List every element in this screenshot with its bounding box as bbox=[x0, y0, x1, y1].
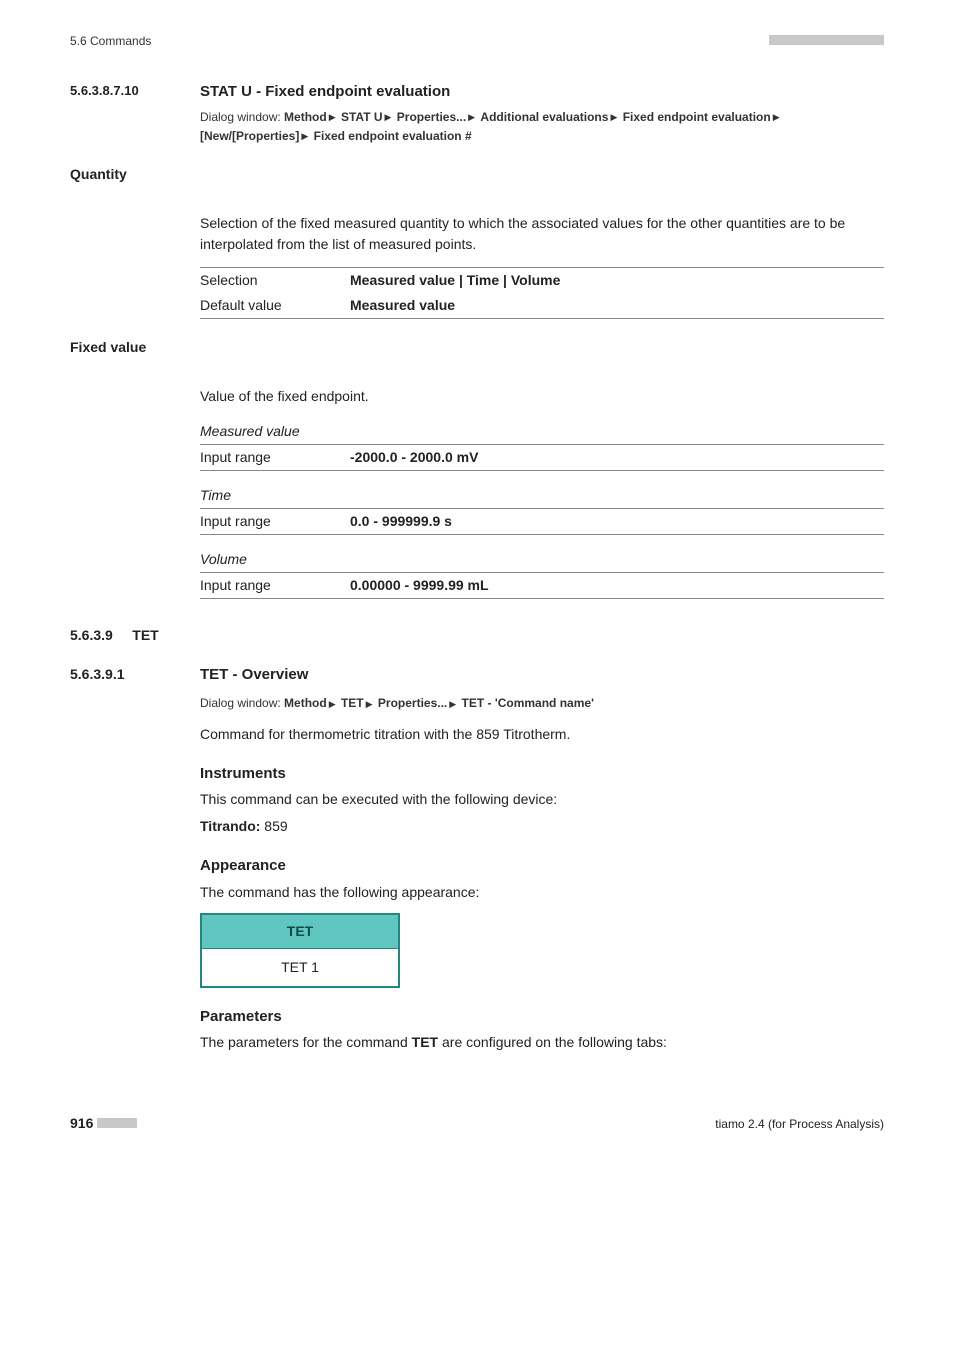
path-seg: Fixed endpoint evaluation # bbox=[314, 129, 472, 143]
range-label: Input range bbox=[200, 572, 350, 598]
triangle-icon: ▶ bbox=[329, 699, 336, 709]
group-name: Volume bbox=[200, 549, 884, 570]
tet-command-box: TET TET 1 bbox=[200, 913, 400, 988]
path-seg: TET - 'Command name' bbox=[462, 696, 594, 710]
section-title: STAT U - Fixed endpoint evaluation bbox=[200, 81, 884, 104]
footer-decor-bars bbox=[97, 1117, 137, 1131]
range-value: 0.0 - 999999.9 s bbox=[350, 513, 452, 529]
dev-val: 859 bbox=[264, 818, 287, 834]
def-label: Default value bbox=[200, 293, 350, 319]
section-number: 5.6.3.9.1 bbox=[70, 664, 200, 685]
fixed-value-block: Fixed value bbox=[70, 337, 884, 358]
sel-value: Measured value | Time | Volume bbox=[350, 272, 560, 288]
fixed-table: Input range0.00000 - 9999.99 mL bbox=[200, 572, 884, 599]
header-decor-bars bbox=[769, 30, 884, 51]
group-name: Time bbox=[200, 485, 884, 506]
params-post: are configured on the following tabs: bbox=[438, 1034, 667, 1050]
num: 5.6.3.9 bbox=[70, 627, 113, 643]
tet-box-body: TET 1 bbox=[202, 949, 398, 986]
page-number: 916 bbox=[70, 1115, 93, 1131]
section-5-6-3-9: 5.6.3.9 TET bbox=[70, 625, 884, 646]
group-name: Measured value bbox=[200, 421, 884, 442]
path-seg: Additional evaluations bbox=[480, 110, 608, 124]
def-value: Measured value bbox=[350, 297, 455, 313]
quantity-label: Quantity bbox=[70, 164, 200, 185]
section-number: 5.6.3.8.7.10 bbox=[70, 81, 200, 101]
range-value: -2000.0 - 2000.0 mV bbox=[350, 449, 478, 465]
fixed-label: Fixed value bbox=[70, 337, 200, 358]
fixed-desc: Value of the fixed endpoint. bbox=[200, 386, 884, 407]
tet-box-header: TET bbox=[202, 915, 398, 949]
dialog-path: Dialog window: Method▶ TET▶ Properties..… bbox=[200, 694, 884, 713]
dialog-prefix: Dialog window: bbox=[200, 110, 284, 124]
footer-right: tiamo 2.4 (for Process Analysis) bbox=[715, 1115, 884, 1133]
quantity-content: Selection of the fixed measured quantity… bbox=[70, 203, 884, 319]
triangle-icon: ▶ bbox=[610, 112, 617, 122]
triangle-icon: ▶ bbox=[329, 112, 336, 122]
footer-left: 916 bbox=[70, 1113, 137, 1134]
dialog-path: Dialog window: Method▶ STAT U▶ Propertie… bbox=[200, 108, 884, 146]
instruments-line: This command can be executed with the fo… bbox=[200, 789, 884, 810]
dev-label: Titrando: bbox=[200, 818, 260, 834]
section-body: STAT U - Fixed endpoint evaluation Dialo… bbox=[200, 81, 884, 146]
instruments-device: Titrando: 859 bbox=[200, 816, 884, 837]
triangle-icon: ▶ bbox=[385, 112, 392, 122]
sel-label: Selection bbox=[200, 267, 350, 293]
section-title: TET - Overview bbox=[200, 664, 884, 687]
page-footer: 916 tiamo 2.4 (for Process Analysis) bbox=[70, 1113, 884, 1134]
path-seg: Fixed endpoint evaluation bbox=[623, 110, 771, 124]
triangle-icon: ▶ bbox=[366, 699, 373, 709]
path-seg: Method bbox=[284, 696, 327, 710]
range-value: 0.00000 - 9999.99 mL bbox=[350, 577, 489, 593]
path-seg: Properties... bbox=[397, 110, 466, 124]
section-5-6-3-8-7-10: 5.6.3.8.7.10 STAT U - Fixed endpoint eva… bbox=[70, 81, 884, 146]
triangle-icon: ▶ bbox=[468, 112, 475, 122]
quantity-block: Quantity bbox=[70, 164, 884, 185]
appearance-line: The command has the following appearance… bbox=[200, 882, 884, 903]
section-number: 5.6.3.9 TET bbox=[70, 625, 200, 646]
fixed-table: Input range0.0 - 999999.9 s bbox=[200, 508, 884, 535]
section-5-6-3-9-1: 5.6.3.9.1 TET - Overview bbox=[70, 664, 884, 687]
fixed-value-content: Value of the fixed endpoint. Measured va… bbox=[70, 376, 884, 599]
fixed-table: Input range-2000.0 - 2000.0 mV bbox=[200, 444, 884, 471]
dialog-prefix: Dialog window: bbox=[200, 696, 284, 710]
path-seg: Properties... bbox=[378, 696, 447, 710]
triangle-icon: ▶ bbox=[301, 131, 308, 141]
range-label: Input range bbox=[200, 508, 350, 534]
triangle-icon: ▶ bbox=[449, 699, 456, 709]
header-section-path: 5.6 Commands bbox=[70, 32, 151, 50]
overview-line: Command for thermometric titration with … bbox=[200, 724, 884, 745]
range-label: Input range bbox=[200, 444, 350, 470]
triangle-icon: ▶ bbox=[773, 112, 780, 122]
page-header: 5.6 Commands bbox=[70, 30, 884, 51]
path-seg: STAT U bbox=[341, 110, 383, 124]
params-cmd: TET bbox=[412, 1034, 438, 1050]
path-seg: TET bbox=[341, 696, 364, 710]
parameters-line: The parameters for the command TET are c… bbox=[200, 1032, 884, 1053]
quantity-desc: Selection of the fixed measured quantity… bbox=[200, 213, 884, 255]
overview-content: Dialog window: Method▶ TET▶ Properties..… bbox=[70, 690, 884, 1053]
instruments-head: Instruments bbox=[200, 763, 884, 786]
path-seg: [New/[Properties] bbox=[200, 129, 299, 143]
params-pre: The parameters for the command bbox=[200, 1034, 412, 1050]
title: TET bbox=[132, 627, 158, 643]
parameters-head: Parameters bbox=[200, 1006, 884, 1029]
path-seg: Method bbox=[284, 110, 327, 124]
appearance-head: Appearance bbox=[200, 855, 884, 878]
quantity-table: SelectionMeasured value | Time | Volume … bbox=[200, 267, 884, 319]
